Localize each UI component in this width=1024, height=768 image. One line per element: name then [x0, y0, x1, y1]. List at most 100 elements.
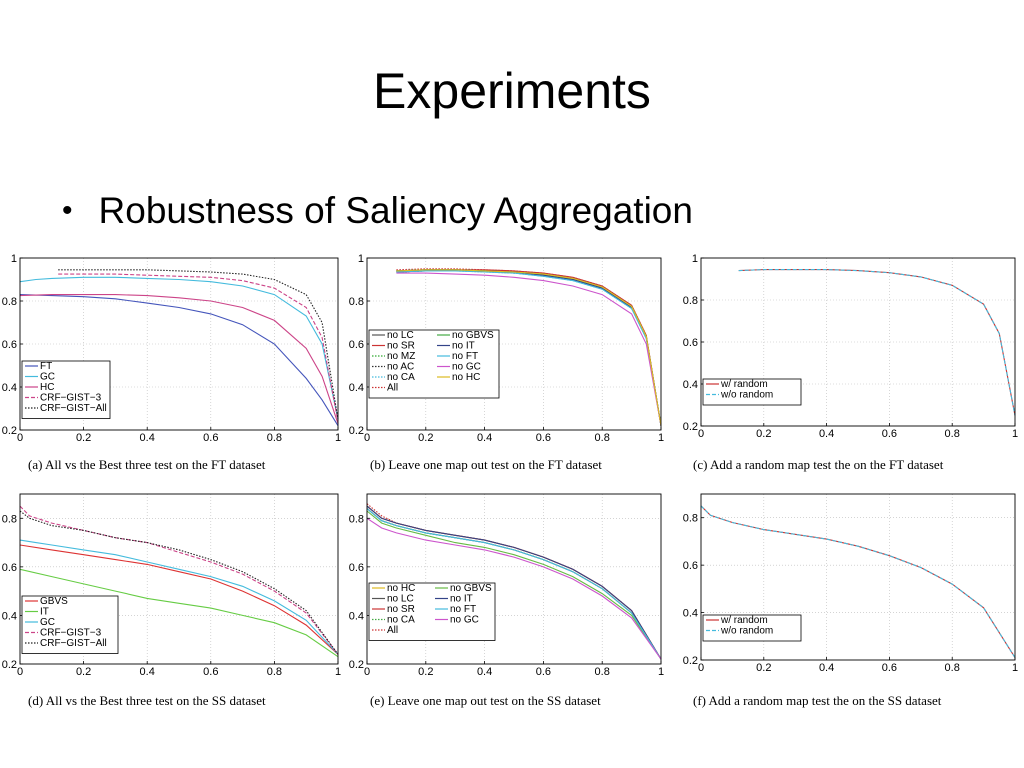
- chart-c: 0 0.2 0.4 0.6 0.8 10.20.40.60.81w/ randomw/o …: [683, 253, 1018, 440]
- chart-panel-c: 0 0.2 0.4 0.6 0.8 1 0.2 0.4 0.6 0.8 1 w/ random w/o …: [675, 248, 1024, 448]
- x-tick-label: 0.8: [267, 666, 282, 678]
- x-tick-label: 0.6: [536, 666, 551, 678]
- legend-label: no CA: [387, 372, 415, 383]
- legend-box: [368, 582, 496, 641]
- x-tick-label: 0.6: [882, 662, 897, 674]
- chart-caption-c: (c) Add a random map test the on the FT …: [693, 457, 944, 472]
- legend-label: All: [387, 383, 398, 394]
- y-tick-label: 0.4: [349, 610, 364, 622]
- x-tick-label: 0.8: [267, 432, 282, 444]
- bullet-dot-icon: •: [62, 194, 73, 227]
- legend-box: [702, 378, 802, 406]
- series-line: [366, 517, 662, 660]
- legend-label: no HC: [452, 372, 480, 383]
- y-tick-label: 0.2: [2, 425, 17, 437]
- series-line: [19, 294, 339, 426]
- legend-label: no HC: [387, 583, 415, 594]
- legend-label: w/o random: [720, 390, 773, 401]
- x-tick-label: 1: [1012, 662, 1018, 674]
- y-tick-label: 0.6: [2, 339, 17, 351]
- x-tick-label: 0.4: [140, 432, 155, 444]
- chart-caption-e: (e) Leave one map out test on the SS dat…: [370, 693, 601, 708]
- x-tick-label: 0: [698, 662, 704, 674]
- x-tick-label: 0: [17, 432, 23, 444]
- x-tick-label: 0.8: [595, 432, 610, 444]
- y-tick-label: 0.2: [2, 659, 17, 671]
- legend-label: GBVS: [40, 596, 68, 607]
- y-tick-label: 0.6: [349, 562, 364, 574]
- y-tick-label: 0.6: [683, 337, 698, 349]
- legend-label: no LC: [387, 330, 414, 341]
- y-tick-label: 0.4: [349, 382, 364, 394]
- x-tick-label: 1: [335, 432, 341, 444]
- x-tick-label: 0.4: [477, 432, 492, 444]
- x-tick-label: 0.4: [819, 662, 834, 674]
- y-tick-label: 0.4: [683, 608, 698, 620]
- legend-label: no IT: [450, 594, 473, 605]
- legend-box: [702, 614, 802, 642]
- x-tick-label: 0.2: [418, 432, 433, 444]
- x-tick-label: 0.2: [756, 428, 771, 440]
- y-tick-label: 1: [11, 253, 17, 265]
- legend-label: CRF−GIST−All: [40, 403, 107, 414]
- legend-label: no LC: [387, 594, 414, 605]
- series-line: [19, 568, 339, 658]
- legend-label: no IT: [452, 341, 475, 352]
- y-tick-label: 1: [692, 253, 698, 265]
- series-line: [366, 505, 662, 660]
- y-tick-label: 0.4: [683, 379, 698, 391]
- y-tick-label: 1: [358, 253, 364, 265]
- legend-label: FT: [40, 361, 52, 372]
- x-tick-label: 1: [658, 432, 664, 444]
- x-tick-label: 0: [364, 666, 370, 678]
- legend-label: w/o random: [720, 626, 773, 637]
- legend-label: w/ random: [720, 615, 768, 626]
- y-tick-label: 0.8: [349, 296, 364, 308]
- y-tick-label: 0.8: [683, 295, 698, 307]
- x-tick-label: 0.6: [536, 432, 551, 444]
- series-line: [396, 272, 662, 426]
- axes-frame: [366, 493, 662, 665]
- y-tick-label: 0.8: [2, 296, 17, 308]
- series-line: [19, 276, 339, 420]
- legend-label: no GBVS: [450, 583, 492, 594]
- y-tick-label: 0.8: [349, 513, 364, 525]
- series-line: [396, 269, 662, 426]
- legend-label: no GC: [452, 362, 481, 373]
- x-tick-label: 1: [658, 666, 664, 678]
- chart-panel-f: 0 0.2 0.4 0.6 0.8 1 0.2 0.4 0.6 0.8 w/ random w/o r…: [675, 484, 1024, 684]
- y-tick-label: 0.2: [349, 425, 364, 437]
- series-line: [396, 268, 662, 426]
- legend-label: no AC: [387, 362, 414, 373]
- x-tick-label: 1: [1012, 428, 1018, 440]
- y-tick-label: 0.2: [349, 659, 364, 671]
- x-tick-label: 0.6: [882, 428, 897, 440]
- y-tick-label: 0.6: [683, 560, 698, 572]
- legend-label: no GC: [450, 615, 479, 626]
- x-tick-label: 0.2: [76, 666, 91, 678]
- axes-frame: [700, 493, 1016, 661]
- chart-caption-b: (b) Leave one map out test on the FT dat…: [370, 457, 602, 472]
- x-tick-label: 0.6: [203, 666, 218, 678]
- x-tick-label: 0.4: [819, 428, 834, 440]
- chart-panel-e: 0 0.2 0.4 0.6 0.8 1 0.2 0.4 0.6 0.8 no HC no LC no S…: [345, 484, 675, 684]
- legend-label: no FT: [452, 351, 478, 362]
- legend-label: IT: [40, 607, 49, 618]
- legend-label: CRF−GIST−All: [40, 638, 107, 649]
- chart-caption-d: (d) All vs the Best three test on the SS…: [28, 693, 266, 708]
- x-tick-label: 0.2: [418, 666, 433, 678]
- x-tick-label: 0.4: [477, 666, 492, 678]
- series-line: [58, 273, 339, 422]
- chart-panel-b: 0 0.2 0.4 0.6 0.8 1 0.2 0.4 0.6 0.8 1 no LC no SR no …: [345, 248, 675, 448]
- x-tick-label: 0.8: [945, 428, 960, 440]
- legend-label: GC: [40, 372, 55, 383]
- series-line: [700, 505, 1016, 658]
- y-tick-label: 0.4: [2, 382, 17, 394]
- y-tick-label: 0.2: [683, 655, 698, 667]
